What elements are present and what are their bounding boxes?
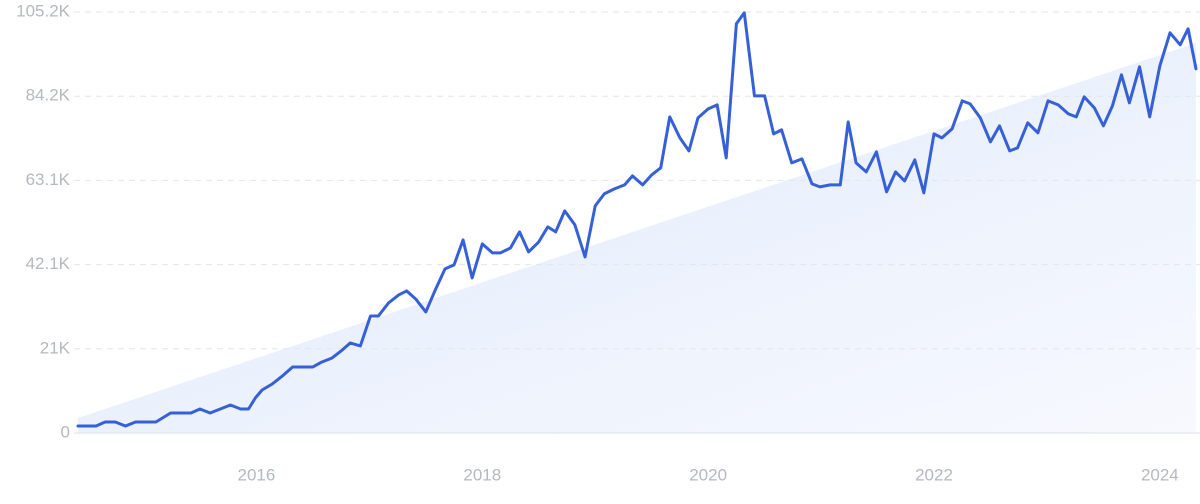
y-tick-label: 0 xyxy=(61,422,70,441)
x-tick-label: 2022 xyxy=(915,465,953,484)
x-tick-label: 2018 xyxy=(463,465,501,484)
y-tick-label: 63.1K xyxy=(26,170,71,189)
data-line xyxy=(76,11,1198,428)
trend-area xyxy=(78,43,1196,433)
y-tick-label: 105.2K xyxy=(16,1,71,20)
y-tick-label: 42.1K xyxy=(26,254,71,273)
x-tick-label: 2020 xyxy=(689,465,727,484)
y-tick-label: 84.2K xyxy=(26,86,71,105)
y-tick-label: 21K xyxy=(40,338,71,357)
x-tick-label: 2016 xyxy=(238,465,276,484)
x-tick-label: 2024 xyxy=(1141,465,1179,484)
